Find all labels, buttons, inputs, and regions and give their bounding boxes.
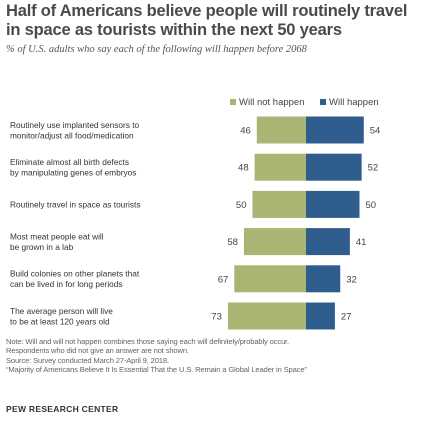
diverging-bar-chart: 46 54 Routinely use implanted sensors to mo… [10, 116, 381, 330]
source-brand: PEW RESEARCH CENTER [6, 404, 119, 414]
bar-will-not-happen [234, 265, 306, 293]
bar-will-happen [306, 116, 364, 144]
legend-label-will: Will happen [329, 96, 379, 108]
value-label-will: 32 [346, 274, 357, 285]
category-label: Most meat people eat will be grown in a l… [10, 231, 104, 252]
legend-swatch-will [320, 99, 326, 105]
value-label-will: 50 [366, 200, 377, 211]
note-line: Note: Will and will not happen combines … [6, 337, 289, 346]
legend-swatch-will-not [230, 99, 236, 105]
bar-will-happen [306, 153, 362, 181]
category-label: Eliminate almost all birth defects by man… [10, 157, 136, 178]
value-label-will-not: 73 [211, 312, 222, 323]
bar-will-happen [306, 228, 350, 256]
chart-notes: Note: Will and will not happen combines … [6, 337, 420, 375]
bar-will-not-happen [243, 228, 306, 256]
chart-subtitle: % of U.S. adults who say each of the fol… [6, 44, 307, 55]
bar-will-not-happen [227, 302, 306, 330]
note-line: Source: Survey conducted March 27-April … [6, 355, 169, 365]
value-label-will-not: 46 [240, 126, 251, 137]
legend-will: Will happen [320, 96, 379, 108]
bar-will-happen [306, 190, 360, 218]
value-label-will-not: 67 [218, 274, 229, 285]
value-label-will: 54 [370, 126, 381, 137]
bar-will-happen [306, 265, 341, 293]
bar-will-happen [306, 302, 335, 330]
value-label-will-not: 58 [227, 237, 238, 248]
category-label: The average person will live to be at lea… [10, 306, 113, 327]
value-label-will-not: 48 [238, 163, 249, 174]
value-label-will: 52 [368, 163, 379, 174]
value-label-will: 41 [356, 237, 367, 248]
bar-will-not-happen [254, 153, 306, 181]
legend-label-will-not: Will not happen [239, 96, 305, 108]
bar-will-not-happen [256, 116, 306, 144]
note-line: Respondents who did not give an answer a… [6, 346, 189, 356]
category-label: Build colonies on other planets that can … [10, 269, 140, 290]
value-label-will-not: 50 [236, 200, 247, 211]
chart-title: Half of Americans believe people will ro… [6, 2, 408, 39]
bar-will-not-happen [252, 190, 306, 218]
value-label-will: 27 [341, 312, 352, 323]
legend-will-not: Will not happen [230, 96, 304, 108]
note-line: “Majority of Americans Believe It Is Ess… [6, 365, 307, 375]
category-label: Routinely travel in space as tourists [10, 199, 141, 209]
category-label: Routinely use implanted sensors to monito… [10, 120, 140, 141]
